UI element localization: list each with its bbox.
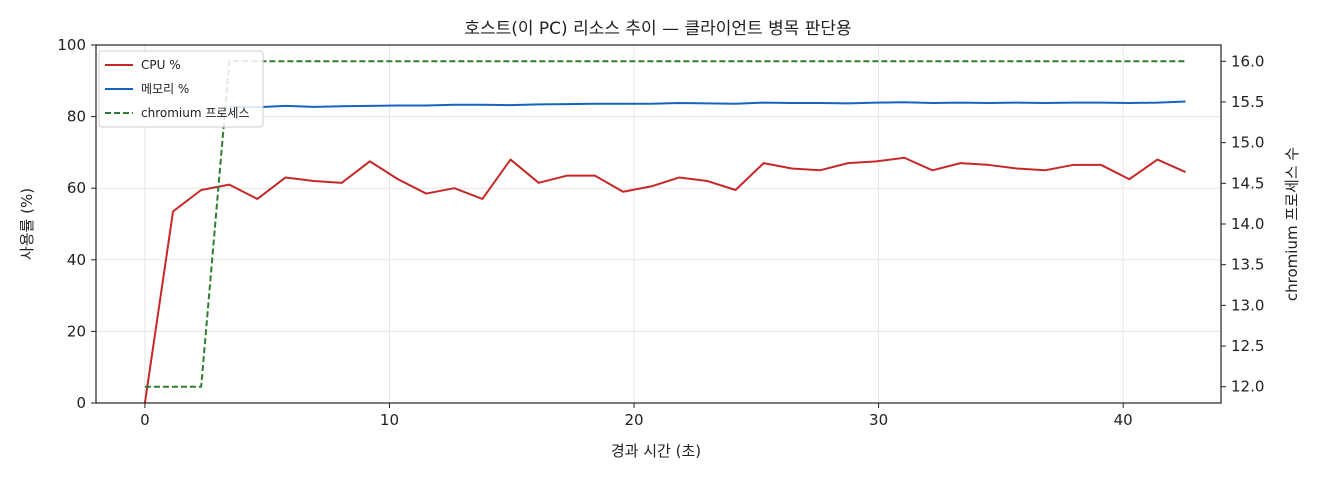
y2-tick-label: 12.5 [1231, 337, 1264, 355]
y2-axis-title: chromium 프로세스 수 [1283, 147, 1301, 301]
legend-label: CPU % [141, 58, 181, 72]
y-tick-label: 80 [67, 108, 86, 126]
x-tick-label: 40 [1114, 411, 1133, 429]
y2-tick-label: 13.0 [1231, 296, 1264, 314]
series-line-3 [144, 60, 1186, 388]
y2-tick-label: 14.0 [1231, 215, 1264, 233]
y2-tick-label: 15.0 [1231, 134, 1264, 152]
y-tick-label: 20 [67, 322, 86, 340]
tick-layer: 0 10 20 30 40 0 20 40 60 80 100 12.0 12.5 13.0 13.5 14.… [57, 36, 1264, 429]
plot-frame [95, 44, 1222, 404]
series-line-1 [143, 156, 1186, 404]
x-tick-label: 30 [869, 411, 888, 429]
y2-tick-label: 12.0 [1231, 378, 1264, 396]
x-tick-label: 10 [380, 411, 399, 429]
chart-title: 호스트(이 PC) 리소스 추이 — 클라이언트 병목 판단용 [464, 19, 851, 39]
legend: CPU % 메모리 % chromium 프로세스 [98, 50, 264, 128]
y-axis-title: 사용률 (%) [18, 188, 36, 260]
y-tick-label: 0 [76, 394, 86, 412]
y2-tick-label: 16.0 [1231, 52, 1264, 70]
grid-layer [96, 44, 1221, 404]
series-line-2 [229, 100, 1186, 109]
x-tick-label: 20 [624, 411, 643, 429]
y2-tick-label: 14.5 [1231, 174, 1264, 192]
y-tick-label: 60 [67, 179, 86, 197]
legend-label: 메모리 % [141, 82, 189, 96]
y2-tick-label: 15.5 [1231, 93, 1264, 111]
legend-label: chromium 프로세스 [141, 106, 250, 120]
y-tick-label: 40 [67, 251, 86, 269]
legend-box [98, 50, 264, 128]
series-layer [143, 60, 1186, 404]
y2-tick-label: 13.5 [1231, 256, 1264, 274]
y-tick-label: 100 [57, 36, 86, 54]
x-tick-label: 0 [140, 411, 150, 429]
x-axis-title: 경과 시간 (초) [611, 442, 701, 460]
